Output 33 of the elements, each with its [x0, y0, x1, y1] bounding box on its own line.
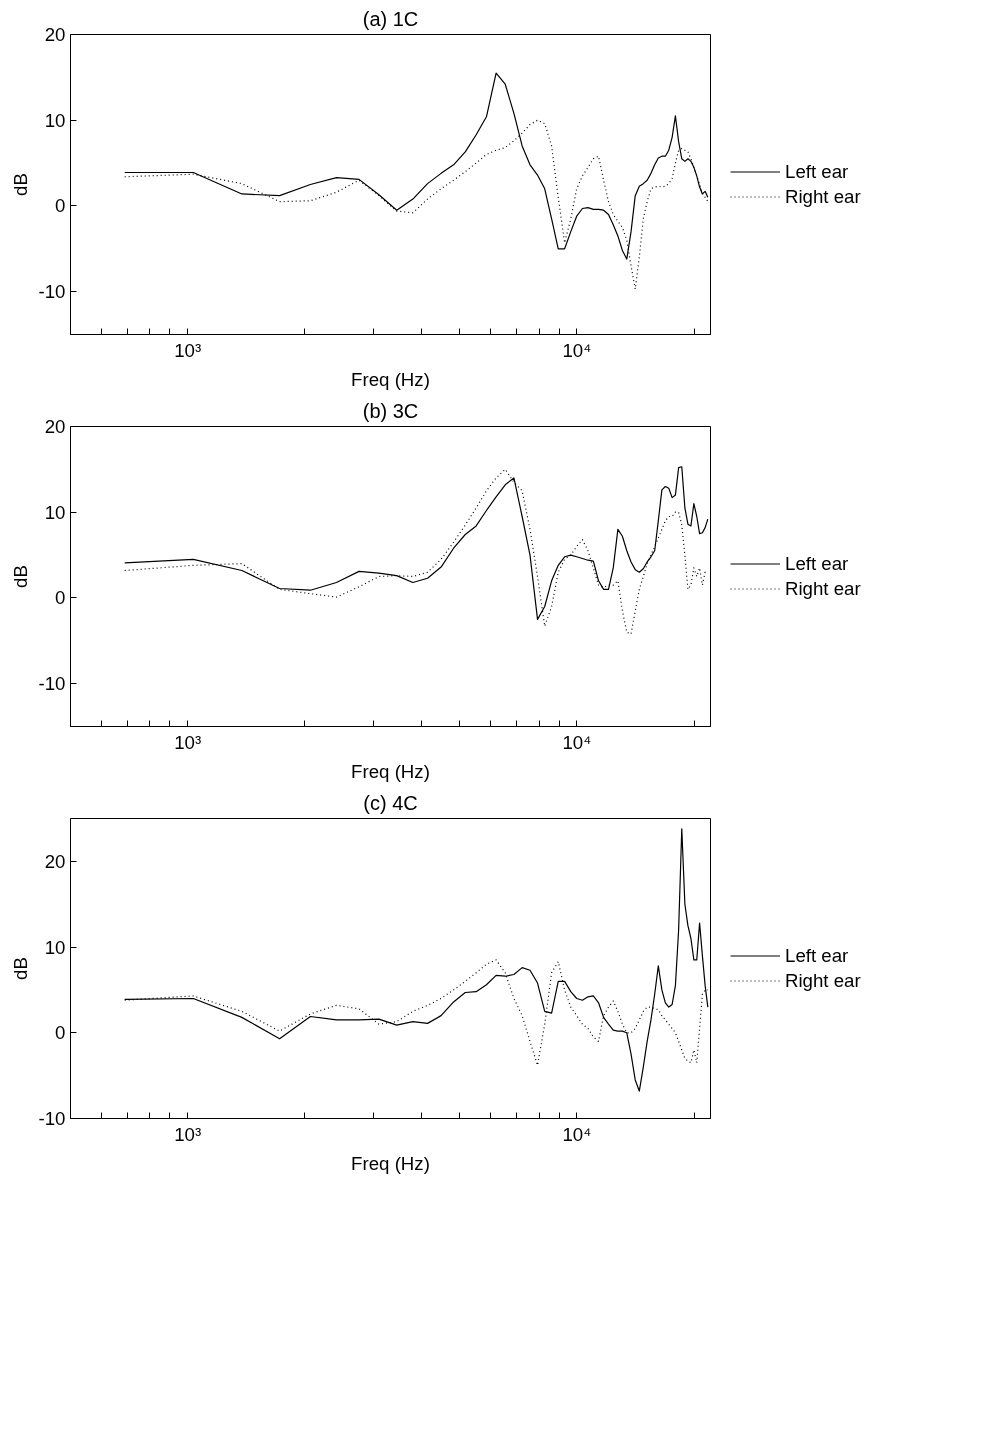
chart-title: (a) 1C [362, 7, 419, 30]
legend-label: Right ear [785, 969, 861, 992]
y-tick-label: 20 [44, 416, 66, 437]
x-tick-label: 10⁴ [562, 731, 592, 753]
legend-label: Right ear [785, 577, 861, 600]
y-tick-label: 10 [44, 501, 66, 523]
y-axis-title: dB [9, 957, 31, 980]
x-tick-label: 10³ [174, 731, 202, 753]
x-axis-title: Freq (Hz) [351, 760, 430, 782]
y-tick-label: 10 [44, 109, 66, 131]
y-tick-label: 0 [55, 587, 66, 609]
x-tick-label: 10³ [174, 339, 202, 361]
legend-label: Right ear [785, 185, 861, 208]
x-tick-label: 10⁴ [562, 1123, 592, 1145]
legend-label: Left ear [785, 944, 849, 967]
x-axis-title: Freq (Hz) [351, 1152, 430, 1174]
y-tick-label: 20 [44, 850, 66, 872]
legend-label: Left ear [785, 160, 849, 183]
x-tick-label: 10³ [174, 1123, 202, 1145]
chart-title: (b) 3C [362, 399, 419, 422]
y-tick-label: -10 [38, 281, 66, 303]
y-tick-label: 0 [55, 195, 66, 217]
x-axis-title: Freq (Hz) [351, 368, 430, 390]
y-axis-title: dB [9, 565, 31, 588]
chart-title: (c) 4C [363, 791, 418, 814]
y-axis-title: dB [9, 173, 31, 196]
y-tick-label: 10 [44, 936, 66, 958]
x-tick-label: 10⁴ [562, 339, 592, 361]
y-tick-label: -10 [38, 1108, 66, 1129]
y-tick-label: 20 [44, 24, 66, 45]
y-tick-label: -10 [38, 673, 66, 695]
y-tick-label: 0 [55, 1022, 66, 1044]
legend-label: Left ear [785, 552, 849, 575]
